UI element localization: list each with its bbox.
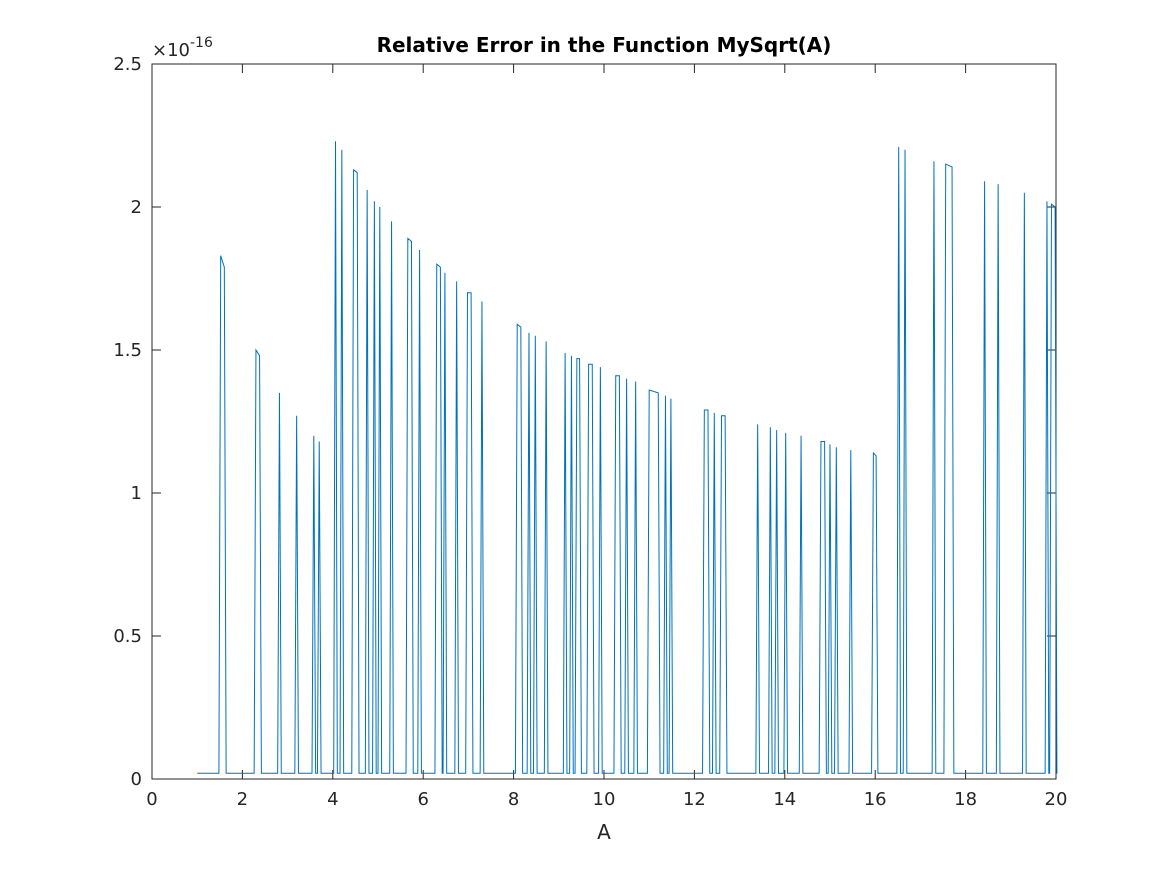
y-axis-exponent: ×10-16 (152, 35, 213, 61)
plot-area: 0 2 4 6 8 10 12 14 16 18 20 0 0.5 1 1.5 2 2.5 (113, 54, 1067, 810)
x-tick-label: 18 (954, 789, 977, 810)
x-tick-label: 12 (683, 789, 706, 810)
x-axis-ticks: 0 2 4 6 8 10 12 14 16 18 20 (146, 64, 1067, 810)
x-tick-label: 20 (1045, 789, 1068, 810)
x-tick-label: 0 (146, 789, 157, 810)
y-tick-label: 2.5 (113, 54, 142, 75)
x-tick-label: 16 (864, 789, 887, 810)
x-axis-title: A (597, 820, 611, 844)
y-axis-ticks: 0 0.5 1 1.5 2 2.5 (113, 54, 1056, 790)
x-tick-label: 10 (593, 789, 616, 810)
series-line (197, 141, 1058, 774)
axes-box (151, 63, 1057, 780)
y-tick-label: 0 (131, 769, 142, 790)
x-tick-label: 8 (508, 789, 519, 810)
x-tick-label: 4 (327, 789, 338, 810)
x-tick-label: 6 (417, 789, 428, 810)
y-tick-label: 1 (131, 483, 142, 504)
y-tick-label: 1.5 (113, 340, 142, 361)
y-tick-label: 0.5 (113, 626, 142, 647)
chart-title: Relative Error in the Function MySqrt(A) (377, 33, 832, 57)
x-tick-label: 14 (773, 789, 796, 810)
y-tick-label: 2 (131, 197, 142, 218)
x-tick-label: 2 (237, 789, 248, 810)
y-exponent-base: ×10-16 (152, 35, 213, 61)
